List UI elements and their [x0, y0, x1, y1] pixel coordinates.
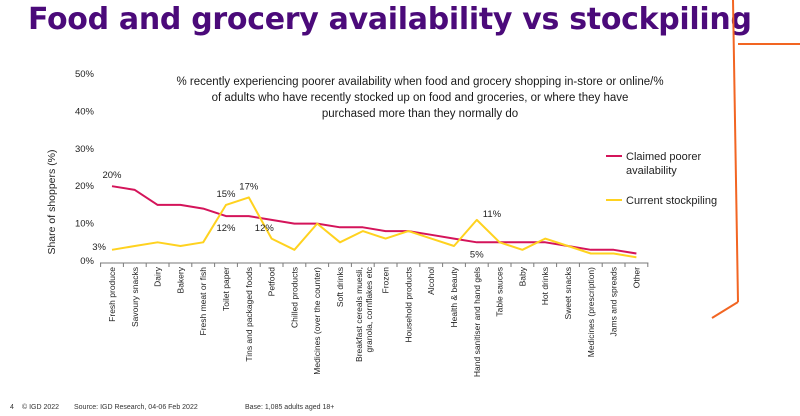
chart-title-line: purchased more than they normally do [322, 108, 518, 120]
x-axis: Fresh produce Savoury snacks Dairy Bakery Fr… [100, 262, 649, 377]
copyright: © IGD 2022 [22, 404, 60, 411]
accent-line-bottom [711, 301, 739, 319]
legend-label-1: availability [626, 165, 677, 177]
x-tick-label: Tins and packaged foods [244, 267, 254, 362]
chart-title: % recently experiencing poorer availabil… [176, 76, 663, 120]
x-tick-label: Other [631, 267, 641, 288]
data-label: 12% [216, 223, 236, 234]
base-note: Base: 1,085 adults aged 18+ [245, 404, 335, 411]
page-number: 4 [10, 404, 14, 411]
data-label: 17% [239, 181, 259, 192]
y-tick-label: 20% [75, 181, 95, 192]
x-tick-label: Medicines (over the counter) [312, 267, 322, 375]
y-tick-label: 30% [75, 144, 95, 155]
data-label: 3% [92, 242, 106, 253]
y-tick-label: 10% [75, 219, 95, 230]
slide-title: Food and grocery availability vs stockpi… [28, 2, 752, 37]
data-label: 15% [216, 189, 236, 200]
y-tick-label: 0% [80, 256, 94, 267]
data-label: 12% [255, 223, 275, 234]
chart-title-line: % recently experiencing poorer availabil… [176, 76, 663, 88]
x-tick-label: Jams and spreads [609, 267, 619, 336]
legend-label-2: Current stockpiling [626, 195, 717, 207]
series-line-2 [111, 196, 637, 259]
y-tick-label: 50% [75, 69, 95, 80]
x-tick-label: Chilled products [289, 267, 299, 328]
source-note: Source: IGD Research, 04-06 Feb 2022 [74, 404, 198, 411]
x-tick-label: Baby [517, 266, 527, 286]
x-tick-label: Breakfast cereals muesli,granola, cornfl… [354, 266, 374, 362]
legend: Claimed poorer availability Current stockp… [606, 151, 717, 207]
x-tick-label: Hot drinks [540, 267, 550, 305]
x-tick-label: Household products [403, 267, 413, 343]
x-tick-label: Frozen [381, 267, 391, 294]
y-tick-label: 40% [75, 106, 95, 117]
series-line-1 [111, 185, 637, 255]
data-labels: 20% 3% 15%17% 12% 12% 11% 5% [92, 170, 501, 260]
x-tick-label: Fresh meat or fish [198, 267, 208, 336]
x-tick-label: Alcohol [426, 267, 436, 295]
accent-line-diagonal [732, 0, 739, 303]
x-tick-label: Savoury snacks [130, 267, 140, 327]
y-axis: 0% 10% 20% 30% 40% 50% Share of shoppers (%) [46, 69, 95, 267]
x-tick-label: Table sauces [495, 267, 505, 317]
x-tick-label: Petfood [267, 267, 277, 297]
x-tick-label: Sweet snacks [563, 267, 573, 319]
data-label: 11% [483, 209, 502, 220]
legend-label-1: Claimed poorer [626, 151, 702, 163]
x-tick-label: Bakery [175, 266, 185, 293]
x-tick-label: Health & beauty [449, 266, 459, 327]
x-tick-label: Medicines (prescription) [586, 267, 596, 357]
series-lines [111, 185, 637, 259]
x-tick-label: Dairy [153, 266, 163, 287]
x-tick-label: Toilet paper [221, 267, 231, 311]
x-tick-label: Soft drinks [335, 267, 345, 307]
y-axis-label: Share of shoppers (%) [46, 149, 58, 254]
x-tick-label: Fresh produce [107, 267, 117, 322]
chart-title-line: of adults who have recently stocked up o… [212, 92, 629, 104]
data-label: 5% [470, 249, 484, 260]
x-tick-label: Hand sanitiser and hand gels [472, 267, 482, 377]
data-label: 20% [102, 170, 122, 181]
